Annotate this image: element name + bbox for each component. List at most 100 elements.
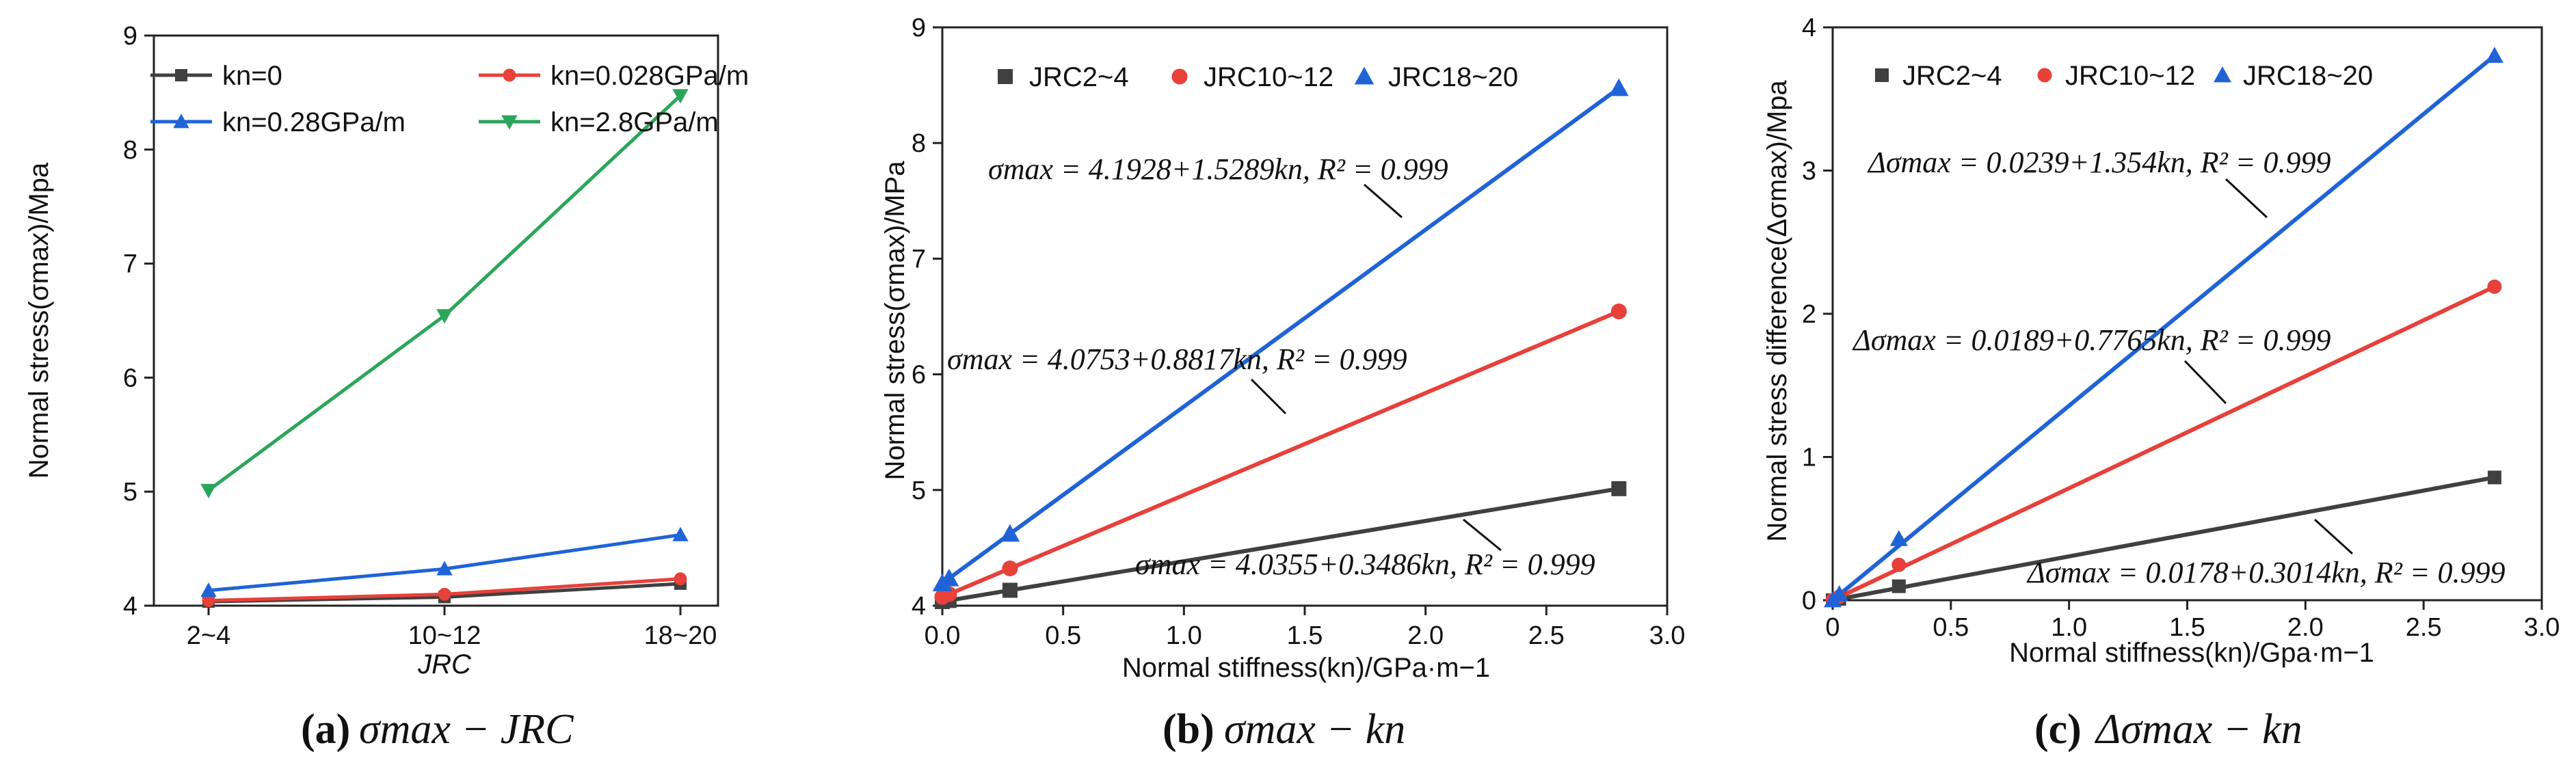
panel-a-point-s2-0 bbox=[200, 582, 217, 597]
panel-b-point-s0-2 bbox=[1002, 582, 1018, 598]
panel-a-legend-label-3: kn=2.8GPa/m bbox=[550, 107, 719, 137]
panel-c-xtick-label: 1.0 bbox=[2051, 613, 2087, 642]
panel-b-xtick-label: 2.0 bbox=[1407, 621, 1444, 650]
panel-b-point-s1-3 bbox=[1610, 303, 1627, 320]
panel-a-xtick-label: 18~20 bbox=[644, 621, 717, 650]
panel-b-fit-line-2 bbox=[941, 86, 1621, 585]
panel-b-point-s2-2 bbox=[1000, 524, 1020, 542]
caption-a-text: σmax − JRC bbox=[359, 706, 574, 753]
panel-b-annotation-pointer-1 bbox=[1250, 378, 1287, 415]
panel-b-point-s0-3 bbox=[1611, 481, 1627, 496]
panel-c-xtick-label: 0.5 bbox=[1933, 613, 1969, 642]
panel-c-point-s0-2 bbox=[1891, 579, 1906, 593]
panel-c-ytick-label: 0 bbox=[1802, 587, 1816, 615]
panel-c-annotation-2: Δσmax = 0.0178+0.3014kn, R² = 0.999 bbox=[2026, 556, 2506, 589]
panel-c-ytick-label: 1 bbox=[1802, 444, 1816, 472]
panel-c-fit-line-0 bbox=[1832, 475, 2495, 602]
panel-c-point-s2-3 bbox=[2485, 46, 2504, 63]
panel-c-xtick-label: 2.5 bbox=[2406, 613, 2442, 642]
caption-c-text: Δσmax − kn bbox=[2094, 706, 2302, 753]
panel-b-ytick-label: 6 bbox=[912, 361, 926, 390]
panel-a-legend-marker-1 bbox=[503, 68, 516, 82]
panel-b-xtick-label: 0.5 bbox=[1045, 621, 1081, 650]
panel-a-point-s1-1 bbox=[438, 587, 451, 601]
panel-b-fit-line-1 bbox=[941, 309, 1620, 600]
panel-a-legend-marker-3 bbox=[501, 115, 518, 130]
panel-a-legend-label-2: kn=0.28GPa/m bbox=[222, 107, 406, 137]
panel-a-xtick-label: 2~4 bbox=[187, 621, 230, 650]
panel-c-chart: 0 1 2 3 4 0 0.5 1.0 1.5 2.0 2.5 3.0 Δσmax = 0.0239… bbox=[1762, 14, 2560, 668]
panel-c-annotation-pointer-2 bbox=[2313, 518, 2354, 555]
panel-a-ytick-label: 7 bbox=[123, 250, 137, 279]
panel-a-point-s3-2 bbox=[672, 89, 689, 104]
panel-c-annotation-1: Δσmax = 0.0189+0.7765kn, R² = 0.999 bbox=[1852, 323, 2331, 357]
panel-b-ylabel: Normal stress(σmax)/MPa bbox=[880, 161, 910, 481]
caption-b-tag: (b) bbox=[1163, 706, 1214, 753]
panel-a-ytick-label: 6 bbox=[123, 364, 137, 392]
panel-b-legend-marker-1 bbox=[1171, 68, 1188, 85]
panel-b-ytick-label: 9 bbox=[912, 14, 926, 42]
panel-c-fit-line-1 bbox=[1831, 284, 2496, 602]
panel-c-annotation-pointer-0 bbox=[2225, 178, 2268, 219]
panel-c-legend-label-2: JRC18~20 bbox=[2243, 61, 2373, 91]
panel-b-xlabel: Normal stiffness(kn)/GPa·m−1 bbox=[1122, 653, 1490, 683]
panel-c-legend-marker-0 bbox=[1875, 68, 1889, 82]
panel-a-legend-label-1: kn=0.028GPa/m bbox=[550, 61, 749, 91]
panel-c-legend: JRC2~4 JRC10~12 JRC18~20 bbox=[1875, 61, 2373, 91]
panel-a-point-s2-2 bbox=[672, 526, 689, 541]
panel-c-ytick-label: 3 bbox=[1802, 157, 1816, 186]
panel-c-legend-marker-2 bbox=[2214, 66, 2231, 83]
panel-c-legend-marker-1 bbox=[2037, 68, 2052, 83]
panel-b-point-s2-3 bbox=[1609, 78, 1629, 96]
panel-a-legend-marker-2 bbox=[173, 113, 189, 129]
panel-b-legend-label-1: JRC10~12 bbox=[1204, 62, 1333, 92]
panel-b-point-s1-2 bbox=[1002, 560, 1018, 577]
caption-b: (b) σmax − kn bbox=[1163, 706, 1405, 753]
panel-c-xtick-label: 1.5 bbox=[2169, 613, 2205, 642]
caption-a: (a) σmax − JRC bbox=[301, 706, 574, 753]
panel-b-legend-label-2: JRC18~20 bbox=[1388, 62, 1518, 92]
panel-b-chart: 4 5 6 7 8 9 0.0 0.5 1.0 1.5 2.0 2.5 3.0 σmax = 4.19… bbox=[880, 14, 1685, 683]
panel-b-xtick-label: 3.0 bbox=[1649, 621, 1686, 650]
caption-a-tag: (a) bbox=[301, 706, 350, 753]
panel-a-series-line-3 bbox=[207, 94, 682, 492]
panel-b-xtick-label: 1.0 bbox=[1166, 621, 1202, 650]
panel-a-point-s2-1 bbox=[436, 561, 453, 576]
caption-b-text: σmax − kn bbox=[1224, 706, 1405, 753]
panel-a-legend-label-0: kn=0 bbox=[222, 61, 282, 91]
panel-a-point-s1-2 bbox=[674, 572, 687, 586]
panel-c-legend-label-1: JRC10~12 bbox=[2065, 61, 2195, 91]
panel-b-xtick-label: 0.0 bbox=[925, 621, 961, 650]
caption-c: (c) Δσmax − kn bbox=[2034, 706, 2302, 753]
panel-c-fit-line-2 bbox=[1831, 54, 2496, 602]
panel-c-ytick-label: 4 bbox=[1802, 14, 1816, 42]
panel-b-point-s2-1 bbox=[939, 568, 959, 587]
panel-a-point-s3-0 bbox=[200, 483, 217, 498]
panel-a-point-s3-1 bbox=[436, 309, 453, 324]
panel-a-xtick-label: 10~12 bbox=[408, 621, 481, 650]
panel-b-ytick-label: 8 bbox=[912, 129, 926, 158]
panel-b-legend: JRC2~4 JRC10~12 JRC18~20 bbox=[998, 62, 1518, 92]
panel-c-point-s2-2 bbox=[1889, 530, 1908, 546]
panel-b-xtick-label: 2.5 bbox=[1528, 621, 1565, 650]
panel-c-xlabel: Normal stiffness(kn)/Gpa·m−1 bbox=[2009, 638, 2374, 668]
panel-b-annotation-pointer-2 bbox=[1463, 518, 1502, 552]
panel-a-xlabel: JRC bbox=[417, 649, 472, 679]
panel-c-point-s1-2 bbox=[1891, 557, 1907, 572]
panel-c-ylabel: Normal stress difference(Δσmax)/Mpa bbox=[1762, 80, 1792, 542]
panel-b-xtick-label: 1.5 bbox=[1287, 621, 1323, 650]
panel-c-legend-label-0: JRC2~4 bbox=[1902, 61, 2002, 91]
panel-a-ytick-label: 8 bbox=[123, 136, 137, 165]
panel-c-xtick-label: 2.0 bbox=[2287, 613, 2324, 642]
panel-b-legend-marker-2 bbox=[1354, 66, 1375, 85]
panel-b-legend-label-0: JRC2~4 bbox=[1029, 62, 1129, 92]
panel-b-ytick-label: 5 bbox=[912, 476, 926, 505]
panel-c-annotation-pointer-1 bbox=[2183, 360, 2227, 405]
panel-b-legend-marker-0 bbox=[998, 69, 1013, 84]
panel-a-chart: 4 5 6 7 8 9 2~4 10~12 18~20 Normal stress(σmax)… bbox=[24, 22, 749, 679]
panel-a-ylabel: Normal stress(σmax)/Mpa bbox=[24, 162, 54, 479]
caption-c-tag: (c) bbox=[2034, 706, 2082, 753]
panel-b-fit-line-0 bbox=[942, 486, 1619, 604]
panel-c-xtick-label: 3.0 bbox=[2524, 613, 2560, 642]
panel-b-annotation-0: σmax = 4.1928+1.5289kn, R² = 0.999 bbox=[988, 152, 1448, 186]
